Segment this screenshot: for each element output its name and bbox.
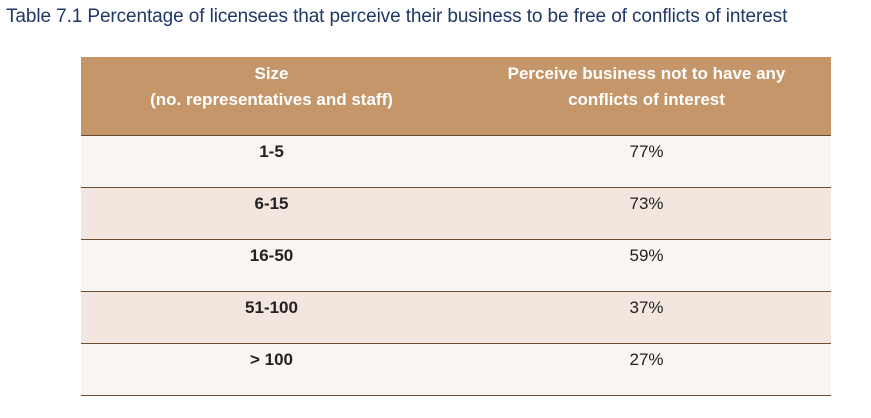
header-divider <box>81 135 831 136</box>
header-size: Size (no. representatives and staff) <box>81 57 462 135</box>
header-size-line2: (no. representatives and staff) <box>150 90 393 109</box>
value-cell: 73% <box>629 194 664 213</box>
value-cell: 59% <box>629 246 664 265</box>
size-cell: 51-100 <box>245 298 298 317</box>
size-cell: 16-50 <box>249 246 294 265</box>
table-caption: Table 7.1 Percentage of licensees that p… <box>6 6 788 27</box>
header-perceive-line2: conflicts of interest <box>568 90 725 109</box>
table-row: 16-50 59% <box>81 240 831 292</box>
header-perceive: Perceive business not to have any confli… <box>462 57 831 135</box>
size-cell: 1-5 <box>259 142 284 161</box>
value-cell: 77% <box>629 142 664 161</box>
header-size-line1: Size <box>254 64 289 83</box>
header-perceive-line1: Perceive business not to have any <box>507 64 786 83</box>
table-row: 51-100 37% <box>81 292 831 344</box>
table-row: 1-5 77% <box>81 136 831 188</box>
size-cell: 6-15 <box>254 194 289 213</box>
size-cell: > 100 <box>249 350 293 369</box>
table-header: Size (no. representatives and staff) Per… <box>81 57 831 135</box>
table-row: 6-15 73% <box>81 188 831 240</box>
table-row: > 100 27% <box>81 344 831 396</box>
value-cell: 37% <box>629 298 664 317</box>
conflicts-table: Size (no. representatives and staff) Per… <box>81 57 831 396</box>
value-cell: 27% <box>629 350 664 369</box>
